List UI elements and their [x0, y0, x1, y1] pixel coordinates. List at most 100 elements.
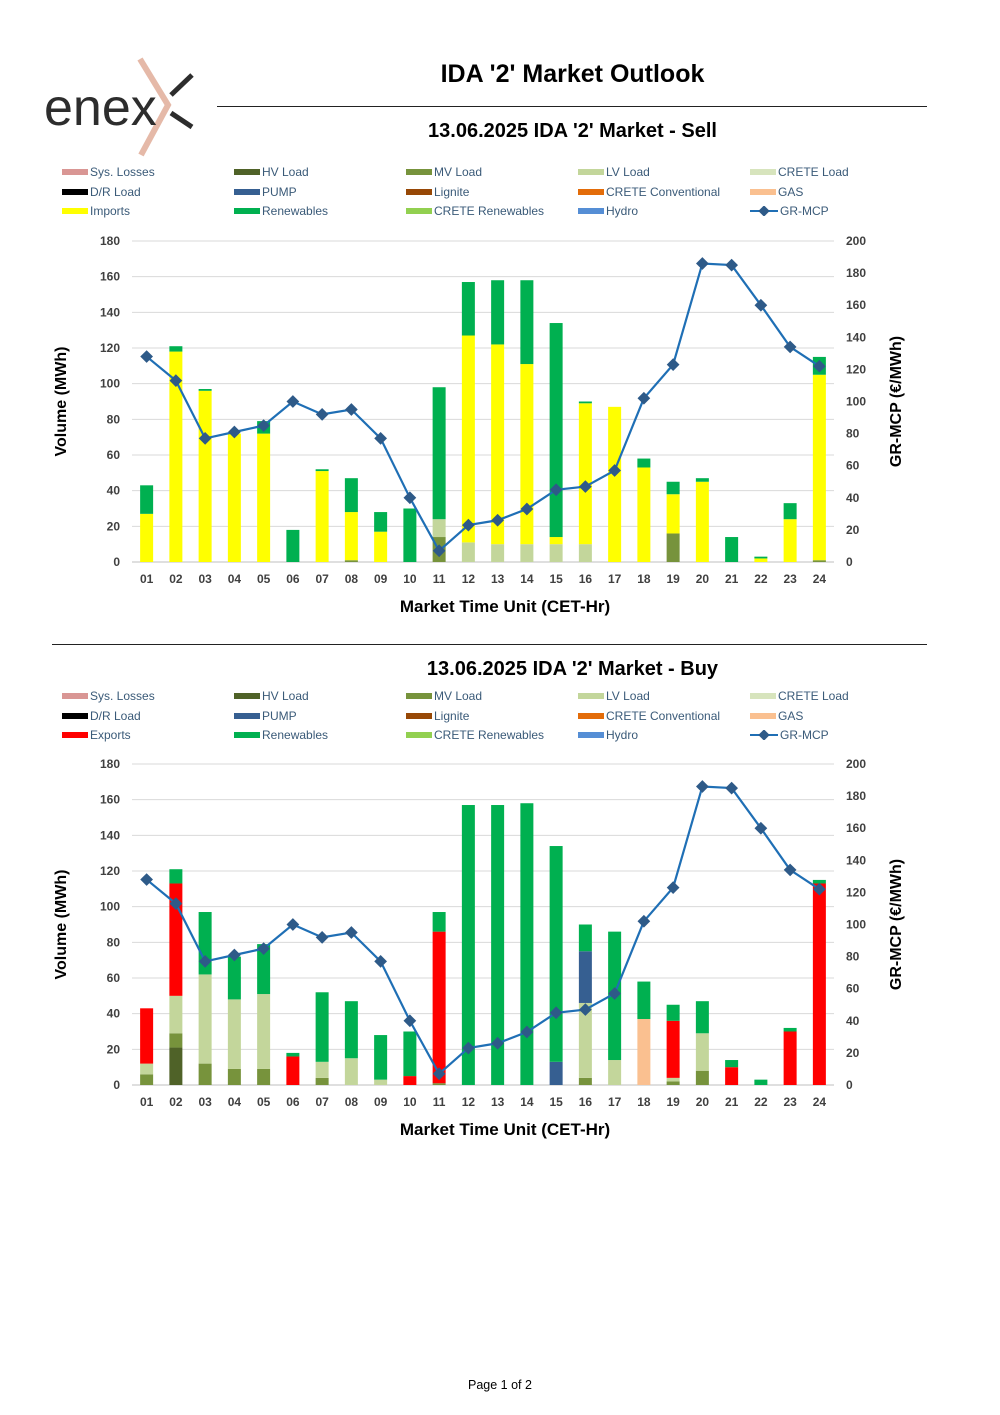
- legend-label: Hydro: [606, 728, 639, 742]
- x-tick-label: 08: [345, 1095, 359, 1109]
- bar-segment-lv-load: [169, 995, 183, 1034]
- legend-label: CRETE Renewables: [434, 728, 545, 742]
- legend-item-crete-load: CRETE Load: [750, 689, 849, 703]
- x-tick-label: 13: [491, 1095, 505, 1109]
- x-tick-label: 06: [286, 1095, 300, 1109]
- legend-swatch: [62, 208, 88, 214]
- legend-item-hv-load: HV Load: [234, 689, 309, 703]
- legend-label: D/R Load: [90, 708, 141, 723]
- bar-segment-exports: [432, 931, 446, 1084]
- sell-chart-svg: 0204060801001201401601800204060801001201…: [53, 234, 905, 616]
- y-tick-label: 0: [113, 555, 120, 569]
- bar-segment-renewables: [783, 503, 797, 520]
- bar-segment-imports: [783, 519, 797, 562]
- x-tick-label: 12: [462, 572, 476, 586]
- bar-segment-renewables: [198, 389, 212, 391]
- bar-segment-exports: [725, 1067, 739, 1085]
- y-tick-label: 40: [107, 1007, 121, 1021]
- legend-label: CRETE Conventional: [606, 184, 721, 199]
- x-tick-label: 23: [783, 572, 797, 586]
- bar-segment-renewables: [140, 485, 154, 514]
- y-tick-label: 160: [100, 270, 120, 284]
- legend-line-marker: [750, 730, 778, 740]
- y2-tick-label: 140: [846, 330, 866, 344]
- legend-item-renewables: Renewables: [234, 728, 328, 742]
- bar-segment-mv-load: [227, 1068, 241, 1085]
- legend-swatch: [406, 208, 432, 214]
- legend-item-hv-load: HV Load: [234, 165, 309, 179]
- y-tick-label: 140: [100, 828, 120, 842]
- legend-swatch: [406, 712, 432, 719]
- y-tick-label: 40: [107, 484, 121, 498]
- gr-mcp-line: [145, 785, 820, 1076]
- legend-swatch: [234, 208, 260, 214]
- legend-item-crete-renewables: CRETE Renewables: [406, 204, 544, 218]
- legend-swatch: [750, 169, 776, 175]
- bar-segment-imports: [461, 335, 475, 543]
- bar-segment-renewables: [520, 280, 534, 365]
- bar-segment-imports: [315, 471, 329, 562]
- bar-segment-renewables: [549, 846, 563, 1062]
- bar-segment-renewables: [169, 346, 183, 352]
- x-tick-label: 05: [257, 572, 271, 586]
- y-tick-label: 100: [100, 377, 120, 391]
- x-tick-label: 20: [696, 1095, 710, 1109]
- gr-mcp-line: [145, 262, 820, 553]
- y2-tick-label: 80: [846, 427, 860, 441]
- legend-label: GAS: [778, 708, 804, 723]
- bar-segment-mv-load: [666, 1081, 680, 1085]
- x-tick-label: 21: [725, 1095, 739, 1109]
- y-tick-label: 60: [107, 971, 121, 985]
- x-tick-label: 24: [813, 1095, 827, 1109]
- bar-segment-lv-load: [491, 544, 505, 562]
- legend-item-gr-mcp: GR-MCP: [750, 728, 829, 742]
- y2-tick-label: 180: [846, 266, 866, 280]
- y2-tick-label: 80: [846, 950, 860, 964]
- legend-item-gas: GAS: [750, 709, 803, 723]
- bar-segment-lv-load: [666, 1077, 680, 1082]
- gr-mcp-point: [198, 955, 212, 968]
- x-tick-label: 16: [579, 572, 593, 586]
- legend-swatch: [62, 169, 88, 175]
- y-axis-title: Volume (MWh): [53, 347, 70, 457]
- bar-segment-renewables: [227, 956, 241, 1000]
- y2-tick-label: 60: [846, 459, 860, 473]
- legend-item-crete-load: CRETE Load: [750, 165, 849, 179]
- bar-segment-imports: [695, 481, 709, 562]
- x-tick-label: 15: [549, 572, 563, 586]
- gr-mcp-point: [169, 897, 183, 910]
- bar-segment-mv-load: [578, 1077, 592, 1085]
- x-tick-label: 04: [228, 572, 242, 586]
- logo-x-stroke: [169, 73, 194, 97]
- enex-logo: enex: [40, 55, 210, 160]
- bar-segment-exports: [286, 1056, 300, 1085]
- legend-swatch: [234, 712, 260, 719]
- bar-segment-renewables: [374, 512, 388, 532]
- bar-segment-renewables: [637, 981, 651, 1020]
- bar-segment-renewables: [666, 1004, 680, 1021]
- legend-label: LV Load: [606, 689, 650, 703]
- bar-segment-mv-load: [344, 560, 358, 562]
- legend-swatch: [406, 693, 432, 699]
- y-axis-title: Volume (MWh): [53, 870, 70, 980]
- legend-swatch: [406, 188, 432, 195]
- legend-label: Imports: [90, 204, 131, 218]
- bar-segment-imports: [666, 494, 680, 534]
- chart-legend: Sys. Losses HV Load MV Load LV Load CRETE Lo…: [62, 689, 922, 749]
- legend-label: LV Load: [606, 165, 650, 179]
- bar-segment-lv-load: [549, 544, 563, 562]
- legend-swatch: [62, 188, 88, 195]
- bar-segment-renewables: [344, 1001, 358, 1059]
- bar-segment-imports: [754, 558, 768, 562]
- x-tick-label: 22: [754, 1095, 768, 1109]
- x-tick-label: 07: [315, 572, 329, 586]
- x-tick-label: 09: [374, 1095, 388, 1109]
- logo-text: enex: [44, 79, 157, 137]
- y2-tick-label: 40: [846, 1014, 860, 1028]
- bar-segment-mv-load: [666, 533, 680, 562]
- bar-segment-lv-load: [608, 1060, 622, 1085]
- bar-segment-renewables: [315, 469, 329, 472]
- legend-swatch: [234, 732, 260, 738]
- legend-swatch: [750, 693, 776, 699]
- bar-segment-renewables: [286, 1052, 300, 1057]
